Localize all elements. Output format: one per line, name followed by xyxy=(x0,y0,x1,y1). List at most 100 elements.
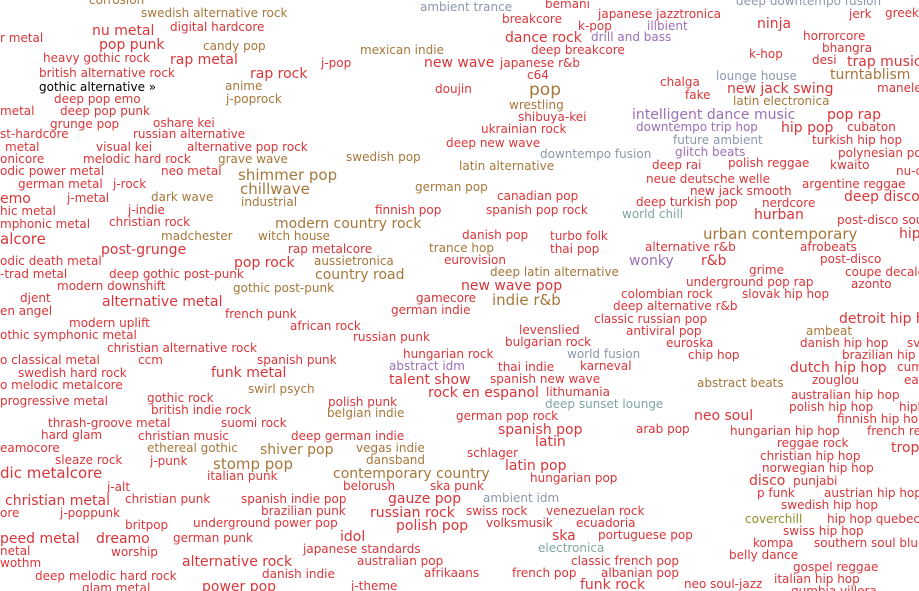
genre-link[interactable]: christian alternative rock xyxy=(107,341,257,355)
genre-link[interactable]: russian rock xyxy=(370,505,455,521)
genre-link[interactable]: neo soul xyxy=(694,408,754,424)
genre-link[interactable]: christian punk xyxy=(125,492,211,506)
genre-link[interactable]: hungarian rock xyxy=(403,347,494,361)
genre-link[interactable]: witch house xyxy=(258,229,331,243)
genre-link[interactable]: swedish hip hop xyxy=(781,498,879,512)
genre-link[interactable]: chip hop xyxy=(688,348,740,362)
genre-link[interactable]: polish pop xyxy=(396,518,469,534)
genre-link[interactable]: digital hardcore xyxy=(170,20,265,34)
genre-link[interactable]: venezuelan rock xyxy=(546,504,645,518)
genre-link[interactable]: netal xyxy=(0,544,31,558)
genre-link[interactable]: j-metal xyxy=(67,191,110,205)
genre-link[interactable]: disco xyxy=(749,473,786,489)
genre-link[interactable]: odic power metal xyxy=(0,164,105,178)
genre-link[interactable]: horrorcore xyxy=(803,29,866,43)
genre-link[interactable]: christian metal xyxy=(5,493,110,509)
genre-link[interactable]: classic french pop xyxy=(571,554,680,568)
genre-link[interactable]: underground power pop xyxy=(193,516,338,530)
genre-link[interactable]: britpop xyxy=(125,518,169,532)
genre-link[interactable]: cum xyxy=(897,360,919,374)
genre-link[interactable]: rap rock xyxy=(250,66,308,82)
genre-link[interactable]: glitch beats xyxy=(675,145,746,159)
genre-link[interactable]: lounge house xyxy=(716,69,797,83)
genre-link[interactable]: trop xyxy=(891,440,919,456)
genre-link[interactable]: finnish hip hop xyxy=(837,412,919,426)
genre-link[interactable]: antiviral pop xyxy=(626,324,702,338)
genre-link[interactable]: deep pop emo xyxy=(54,92,141,106)
genre-link[interactable]: french punk xyxy=(225,307,297,321)
genre-link[interactable]: j-indie xyxy=(128,203,165,217)
genre-link[interactable]: new wave pop xyxy=(461,278,563,294)
genre-link[interactable]: swedish pop xyxy=(346,150,421,164)
genre-link[interactable]: j-alt xyxy=(107,480,131,494)
genre-link[interactable]: hungarian pop xyxy=(530,471,618,485)
genre-link[interactable]: ecuadoria xyxy=(576,516,636,530)
genre-link[interactable]: african rock xyxy=(290,319,361,333)
genre-link[interactable]: rap metal xyxy=(170,52,238,68)
genre-link[interactable]: pop xyxy=(529,80,561,100)
genre-link[interactable]: azonto xyxy=(851,277,892,291)
genre-link[interactable]: metal xyxy=(0,104,35,118)
genre-link[interactable]: levenslied xyxy=(519,323,580,337)
genre-link[interactable]: sleaze rock xyxy=(55,453,123,467)
genre-link[interactable]: idol xyxy=(340,529,366,545)
genre-link[interactable]: slovak hip hop xyxy=(742,287,830,301)
genre-link[interactable]: alcore xyxy=(0,230,46,248)
genre-link[interactable]: post-grunge xyxy=(101,242,187,258)
genre-link[interactable]: norwegian hip hop xyxy=(762,461,874,475)
genre-link[interactable]: wrestling xyxy=(509,98,564,112)
genre-link[interactable]: o classical metal xyxy=(0,353,100,367)
genre-link[interactable]: swedish alternative rock xyxy=(141,6,288,20)
genre-link[interactable]: onicore xyxy=(0,152,45,166)
genre-link[interactable]: intelligent dance music xyxy=(632,107,796,123)
genre-link[interactable]: trap music xyxy=(847,54,919,70)
genre-link[interactable]: spanish punk xyxy=(257,353,337,367)
genre-link[interactable]: gumbia villera xyxy=(791,584,877,591)
genre-link[interactable]: pop punk xyxy=(99,37,165,53)
genre-link[interactable]: ambeat xyxy=(806,324,853,338)
genre-link[interactable]: christian rock xyxy=(109,215,191,229)
genre-link[interactable]: australian pop xyxy=(357,554,444,568)
genre-link[interactable]: brazilian hip h xyxy=(842,348,919,362)
genre-link[interactable]: doujin xyxy=(435,82,472,96)
genre-link[interactable]: hipl xyxy=(899,400,919,414)
genre-link[interactable]: deep melodic hard rock xyxy=(35,569,177,583)
genre-link[interactable]: visual kei xyxy=(96,140,153,154)
genre-link[interactable]: fake xyxy=(685,88,711,102)
genre-link[interactable]: melodic hard rock xyxy=(83,152,191,166)
genre-link[interactable]: trance hop xyxy=(429,241,494,255)
genre-link[interactable]: grave wave xyxy=(218,152,288,166)
genre-link[interactable]: german pop xyxy=(415,180,488,194)
genre-link[interactable]: ska punk xyxy=(430,479,484,493)
genre-link[interactable]: deep breakcore xyxy=(531,43,625,57)
genre-link[interactable]: shimmer pop xyxy=(238,166,338,184)
genre-link[interactable]: gothic post-punk xyxy=(233,281,335,295)
genre-link[interactable]: country road xyxy=(315,267,405,283)
genre-link[interactable]: alternative rock xyxy=(182,554,293,570)
genre-link[interactable]: deep downtempo fusion xyxy=(736,0,882,8)
genre-link[interactable]: ambient trance xyxy=(420,0,513,14)
genre-link[interactable]: japanese jazztronica xyxy=(598,7,721,21)
genre-link[interactable]: schlager xyxy=(467,446,519,460)
genre-link[interactable]: j-pop xyxy=(321,56,352,70)
genre-link[interactable]: future ambient xyxy=(673,133,763,147)
genre-link[interactable]: french pop xyxy=(512,566,577,580)
genre-link[interactable]: power pop xyxy=(202,579,277,591)
genre-link[interactable]: worship xyxy=(111,545,158,559)
genre-link[interactable]: alternative r&b xyxy=(645,240,736,254)
genre-link[interactable]: southern soul blue xyxy=(814,536,919,550)
genre-link[interactable]: hungarian hip hop xyxy=(730,424,840,438)
genre-link[interactable]: bulgarian rock xyxy=(505,335,592,349)
genre-link[interactable]: latin electronica xyxy=(733,94,830,108)
genre-link[interactable]: mphonic metal xyxy=(0,217,91,231)
genre-link[interactable]: downtempo trip hop xyxy=(636,120,758,134)
genre-link[interactable]: p funk xyxy=(757,486,795,500)
genre-link[interactable]: urban contemporary xyxy=(703,225,858,243)
genre-link[interactable]: k-hop xyxy=(749,47,783,61)
genre-link[interactable]: downtempo fusion xyxy=(540,147,652,161)
genre-link[interactable]: st-hardcore xyxy=(0,127,69,141)
genre-link[interactable]: volksmusik xyxy=(486,516,553,530)
genre-link[interactable]: underground pop rap xyxy=(686,275,814,289)
genre-link[interactable]: j-poprock xyxy=(226,92,282,106)
genre-link[interactable]: djent xyxy=(20,291,51,305)
